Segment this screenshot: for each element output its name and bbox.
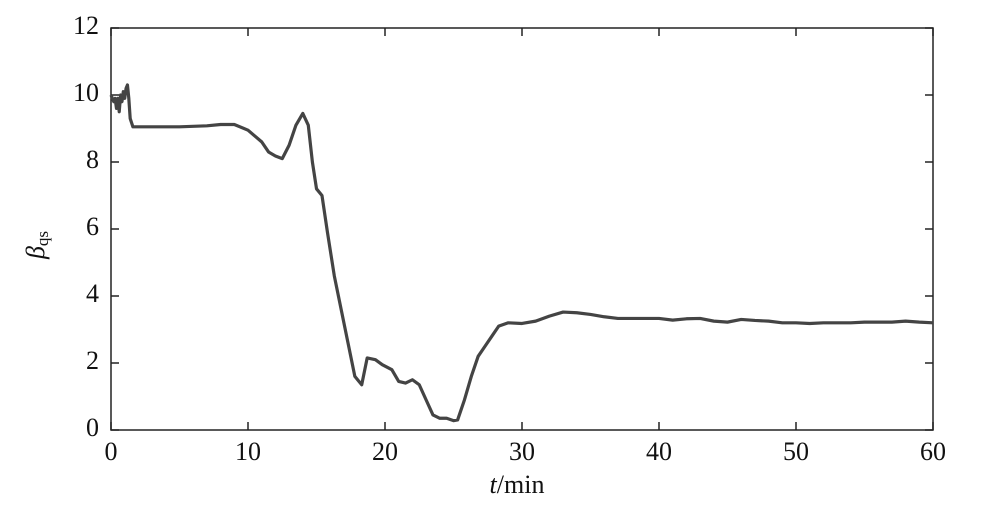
y-label-sub: qs	[33, 231, 52, 246]
y-tick-label: 6	[86, 212, 99, 241]
y-tick-label: 2	[86, 346, 99, 375]
x-axis-label: t/min	[490, 470, 545, 499]
x-tick-label: 10	[235, 437, 261, 466]
y-label-symbol: β	[21, 246, 50, 260]
x-tick-label: 20	[372, 437, 398, 466]
y-tick-label: 8	[86, 145, 99, 174]
y-tick-label: 0	[86, 413, 99, 442]
x-label-unit: /min	[497, 470, 545, 499]
x-tick-label: 30	[509, 437, 535, 466]
y-axis-label: βqs	[21, 231, 52, 260]
x-tick-label: 50	[783, 437, 809, 466]
x-tick-label: 0	[105, 437, 118, 466]
plot-frame	[110, 27, 934, 431]
x-tick-label: 60	[920, 437, 946, 466]
y-tick-label: 12	[73, 11, 99, 40]
data-line	[109, 83, 934, 423]
x-tick-label: 40	[646, 437, 672, 466]
y-tick-label: 10	[73, 78, 99, 107]
x-label-var: t	[490, 470, 498, 499]
y-tick-label: 4	[86, 279, 99, 308]
